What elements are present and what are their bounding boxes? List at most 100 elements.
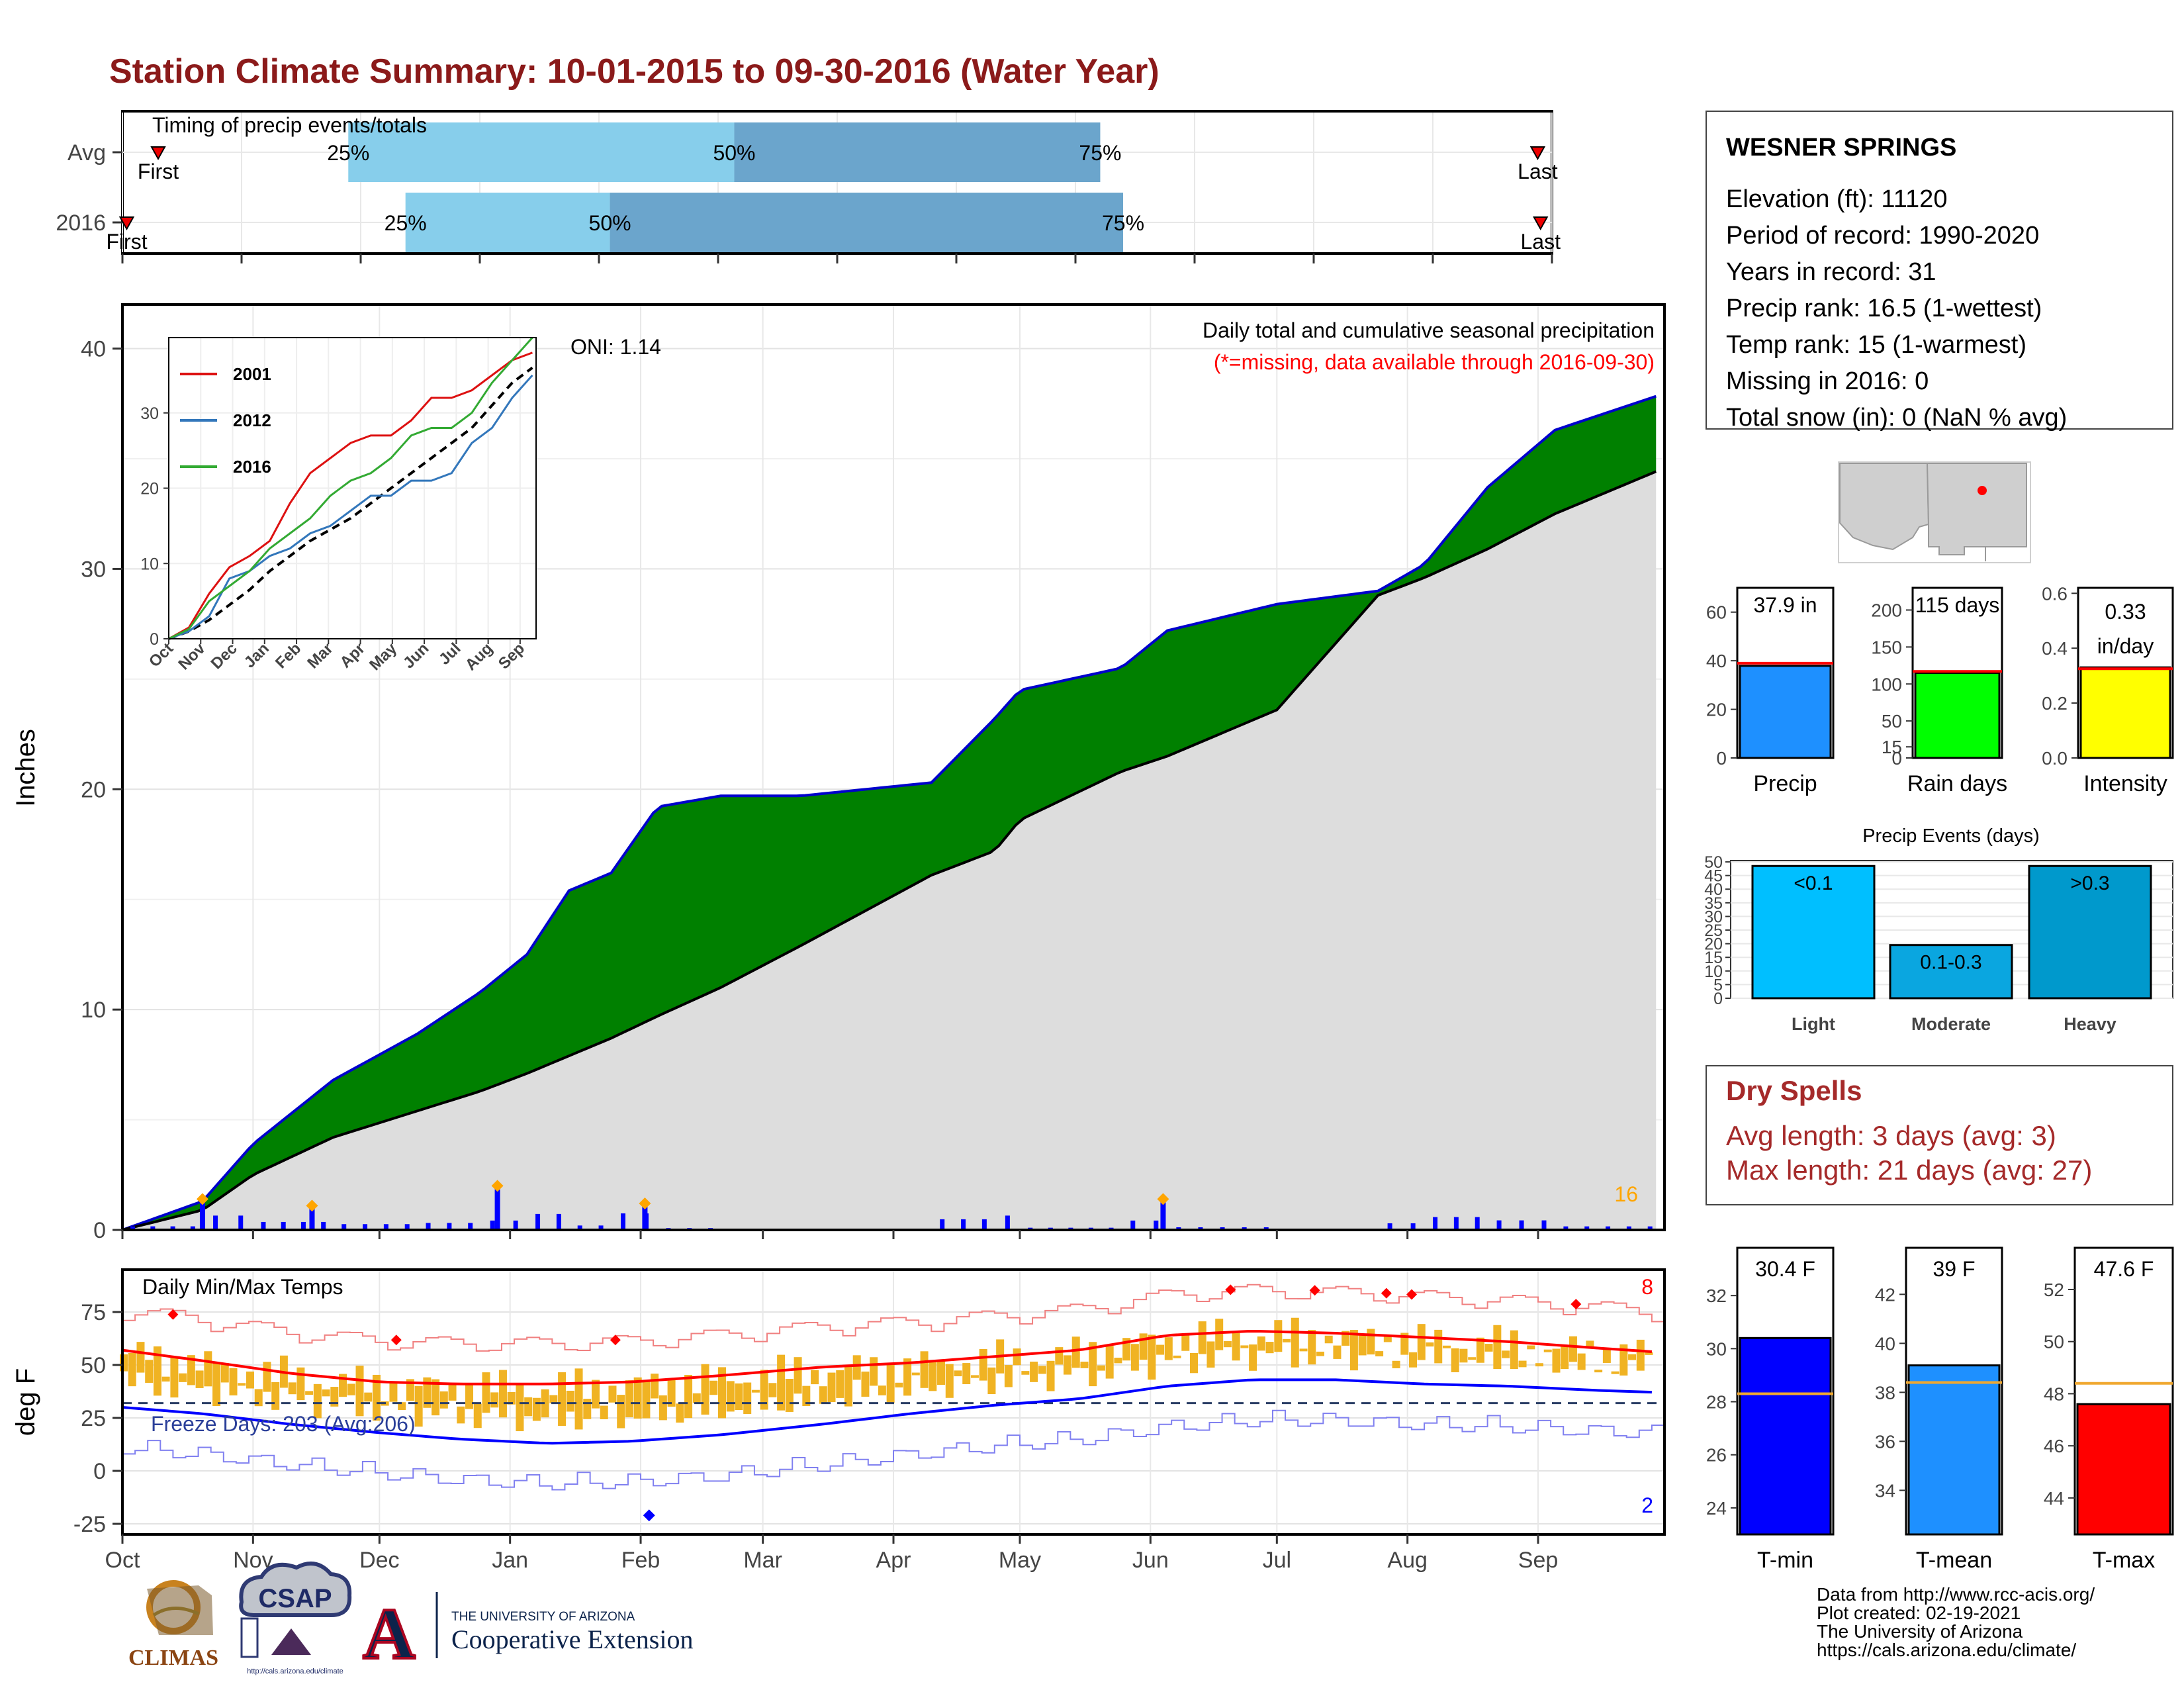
daily-temp-range-bar (1518, 1360, 1527, 1368)
daily-temp-range-bar (161, 1376, 170, 1382)
daily-temp-range-bar (600, 1405, 608, 1420)
events-bar-label: <0.1 (1794, 872, 1833, 894)
university-logo: A THE UNIVERSITY OF ARIZONA Cooperative … (361, 1592, 693, 1675)
daily-temp-range-bar (1417, 1324, 1426, 1360)
daily-temp-range-bar (465, 1383, 474, 1409)
daily-temp-range-bar (1265, 1342, 1274, 1354)
daily-temp-range-bar (625, 1380, 633, 1417)
daily-temp-range-bar (1046, 1360, 1055, 1391)
precip-yaxis-tick-label: 30 (81, 557, 106, 582)
record-low-marker (643, 1509, 655, 1522)
daily-temp-range-bar (498, 1370, 507, 1418)
temp-summary-value-label: 39 F (1933, 1257, 1975, 1281)
precip-yaxis-tick-label: 40 (81, 337, 106, 362)
daily-temp-range-bar (532, 1397, 541, 1421)
precip-yaxis-tick-label: 10 (81, 998, 106, 1023)
daily-precip-bar (170, 1226, 175, 1230)
record-high-marker (1225, 1284, 1236, 1295)
daily-temp-range-bar (1476, 1337, 1484, 1363)
events-ytick-label: 20 (1704, 935, 1723, 954)
daily-temp-range-bar (937, 1360, 946, 1385)
timing-bar-q50-q75 (734, 122, 1101, 182)
daily-precip-bar (490, 1220, 495, 1230)
month-axis-label: Jun (1132, 1548, 1169, 1573)
station-info-box: WESNER SPRINGS Elevation (ft): 11120 Peri… (1706, 111, 2173, 432)
daily-temp-range-bar (1316, 1351, 1324, 1356)
daily-precip-bar-large (642, 1203, 648, 1230)
daily-temp-range-bar (558, 1372, 567, 1426)
missing-data-note: (*=missing, data available through 2016-… (1214, 350, 1655, 374)
events-ytick-label: 25 (1704, 921, 1723, 940)
daily-precip-bar (468, 1223, 473, 1230)
daily-temp-range-bar (457, 1406, 465, 1424)
temp-yaxis-tick-label: 75 (81, 1300, 106, 1325)
daily-temp-range-bar (220, 1363, 229, 1383)
daily-temp-range-bar (811, 1370, 819, 1385)
temp-summary-ytick-label: 44 (2044, 1488, 2064, 1509)
large-event-marker (491, 1180, 504, 1192)
daily-precip-bar (404, 1224, 410, 1230)
daily-temp-range-bar (701, 1364, 709, 1415)
month-axis-label: Sep (1518, 1548, 1559, 1573)
daily-temp-range-bar (524, 1397, 533, 1417)
footer-url: https://cals.arizona.edu/climate/ (1817, 1640, 2076, 1660)
map-state-east (1926, 463, 2027, 555)
climas-logo: CLIMAS (128, 1580, 218, 1670)
summary-bar-Intensity (2079, 666, 2171, 759)
daily-temp-range-bar (777, 1354, 786, 1411)
daily-temp-range-bar (448, 1385, 457, 1401)
daily-temp-range-bar (886, 1364, 895, 1403)
daily-temp-range-bar (751, 1389, 760, 1393)
daily-temp-range-bar (852, 1355, 861, 1380)
month-axis-label: Aug (1387, 1548, 1428, 1573)
timing-q25-label: 25% (385, 211, 427, 235)
daily-temp-range-bar (743, 1382, 752, 1414)
daily-temp-range-bar (1257, 1336, 1265, 1351)
events-ytick-label: 0 (1713, 990, 1723, 1008)
daily-temp-range-bar (1602, 1348, 1611, 1363)
daily-temp-range-bar (136, 1342, 145, 1373)
month-axis-label: Apr (876, 1548, 911, 1573)
last-event-marker (1529, 146, 1546, 161)
events-bar-label: >0.3 (2070, 872, 2109, 894)
record-high-marker (1309, 1285, 1320, 1296)
month-axis-label: Dec (359, 1548, 399, 1573)
csap-logo-barcode (240, 1617, 259, 1658)
daily-precip-bar (1433, 1217, 1438, 1230)
temp-summary-category-label: T-max (2093, 1548, 2155, 1573)
temp-summary-bar-T-mean (1907, 1364, 2001, 1536)
summary-ytick-label: 0.4 (2042, 638, 2068, 659)
summary-ytick-label: 0.0 (2042, 748, 2068, 769)
month-axis-label: Jan (492, 1548, 528, 1573)
daily-temp-range-bar (355, 1366, 364, 1417)
summary-category-label: Intensity (2083, 771, 2167, 796)
cumulative-average-line (122, 470, 1657, 1231)
daily-temp-range-bar (1232, 1333, 1240, 1361)
temp-summary-ytick-label: 36 (1875, 1431, 1895, 1452)
first-event-marker (118, 216, 135, 231)
daily-precip-bar (130, 1226, 136, 1230)
daily-temp-range-bar (490, 1392, 499, 1408)
daily-precip-bar (1647, 1226, 1653, 1230)
events-ytick-label: 35 (1704, 894, 1723, 913)
daily-temp-range-bar (574, 1368, 583, 1430)
daily-temp-range-bar (1240, 1345, 1249, 1348)
csap-logo-cloud (239, 1561, 352, 1617)
summary-ytick-label: 40 (1706, 651, 1727, 671)
summary-value-label: 0.33 (2105, 600, 2146, 624)
daily-temp-range-bar (1561, 1346, 1569, 1370)
daily-temp-range-bar (1055, 1347, 1064, 1365)
temp-summary-value-label: 47.6 F (2094, 1257, 2154, 1281)
month-axis-label: Oct (105, 1548, 140, 1573)
daily-temp-range-bar (684, 1374, 693, 1419)
daily-temp-range-bar (305, 1391, 314, 1395)
daily-temp-range-bar (878, 1385, 886, 1395)
daily-temp-range-bar (911, 1372, 920, 1376)
month-axis-label: Mar (743, 1548, 782, 1573)
daily-temp-range-bar (1105, 1346, 1114, 1379)
large-event-marker (306, 1199, 318, 1212)
daily-temp-range-bar (1569, 1336, 1577, 1362)
inset-line-2001 (168, 352, 533, 640)
temp-summary-category-label: T-min (1757, 1548, 1813, 1573)
timing-q25-label: 25% (327, 141, 369, 165)
